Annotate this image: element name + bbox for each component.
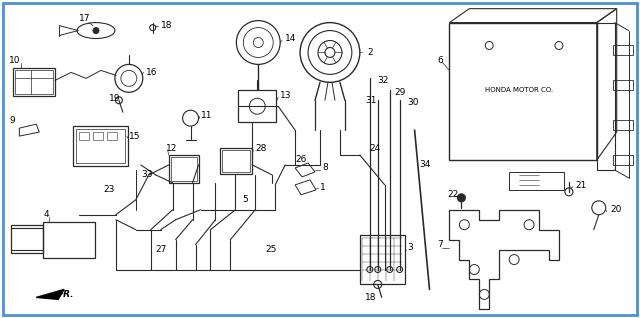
Text: 10: 10 xyxy=(10,56,21,65)
Text: 17: 17 xyxy=(79,14,90,23)
Text: HONDA MOTOR CO.: HONDA MOTOR CO. xyxy=(485,87,553,93)
Bar xyxy=(169,155,198,183)
Text: 25: 25 xyxy=(265,245,276,254)
Bar xyxy=(13,68,55,96)
Text: 4: 4 xyxy=(44,210,49,219)
Bar xyxy=(612,120,632,130)
Text: 18: 18 xyxy=(365,293,376,302)
Bar xyxy=(79,132,89,140)
Text: 2: 2 xyxy=(368,48,373,57)
Text: 29: 29 xyxy=(395,88,406,97)
Text: 24: 24 xyxy=(370,143,381,153)
Bar xyxy=(12,225,44,252)
Circle shape xyxy=(93,28,99,34)
Text: 31: 31 xyxy=(365,96,376,105)
Text: 19: 19 xyxy=(109,94,120,103)
Bar xyxy=(612,80,632,90)
Bar xyxy=(596,23,614,170)
Text: 14: 14 xyxy=(285,34,296,43)
Text: 30: 30 xyxy=(408,98,419,107)
Text: 16: 16 xyxy=(146,68,157,77)
Text: 3: 3 xyxy=(408,243,413,252)
Bar xyxy=(612,45,632,55)
Bar xyxy=(223,150,250,172)
Text: 34: 34 xyxy=(420,161,431,169)
Text: 28: 28 xyxy=(255,143,267,153)
Bar xyxy=(171,157,196,181)
Text: 26: 26 xyxy=(295,156,307,164)
Bar xyxy=(73,126,128,166)
Text: 15: 15 xyxy=(129,132,140,141)
Bar xyxy=(238,90,276,122)
Text: 6: 6 xyxy=(438,56,444,65)
Text: 21: 21 xyxy=(575,181,586,190)
Bar xyxy=(44,222,95,258)
Text: 20: 20 xyxy=(611,205,622,214)
Text: 12: 12 xyxy=(166,143,177,153)
Text: 5: 5 xyxy=(243,195,248,204)
Bar xyxy=(15,70,53,94)
Bar xyxy=(220,148,252,174)
Text: 13: 13 xyxy=(280,91,292,100)
Text: 7: 7 xyxy=(438,240,444,249)
Bar xyxy=(76,129,125,163)
Text: 11: 11 xyxy=(200,111,212,120)
Bar xyxy=(612,155,632,165)
Text: 27: 27 xyxy=(156,245,167,254)
Polygon shape xyxy=(36,289,64,299)
Bar xyxy=(93,132,103,140)
Circle shape xyxy=(458,194,465,202)
Text: 22: 22 xyxy=(447,190,459,199)
Text: 1: 1 xyxy=(320,183,326,192)
Text: FR.: FR. xyxy=(58,290,75,299)
Bar xyxy=(360,235,404,284)
Text: 23: 23 xyxy=(103,185,115,194)
Bar xyxy=(509,172,564,190)
Text: 8: 8 xyxy=(322,163,328,172)
Text: 18: 18 xyxy=(161,21,172,30)
Bar xyxy=(44,222,95,258)
Bar xyxy=(449,23,596,160)
Text: 33: 33 xyxy=(141,170,152,179)
Text: 9: 9 xyxy=(10,116,15,125)
Text: 32: 32 xyxy=(378,76,389,85)
Bar xyxy=(107,132,117,140)
